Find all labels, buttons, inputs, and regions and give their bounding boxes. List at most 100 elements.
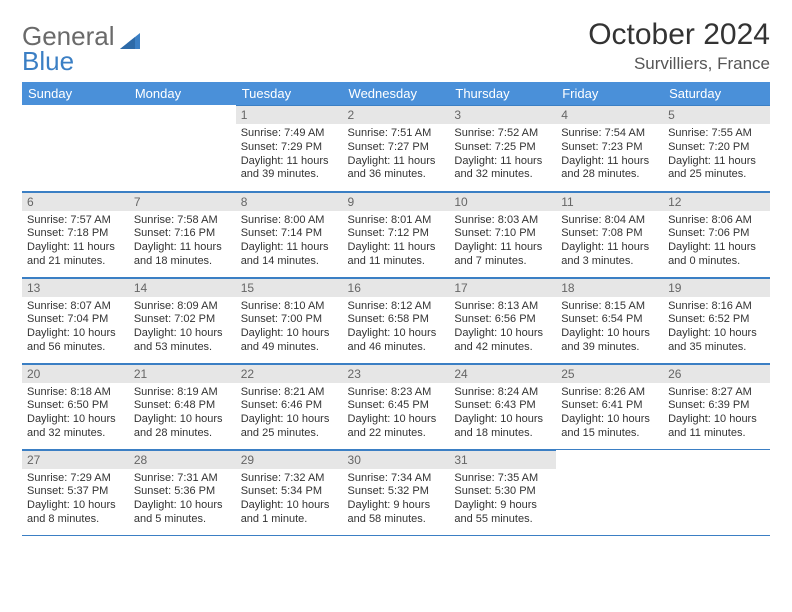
weekday-sunday: Sunday (22, 82, 129, 105)
day-number: 25 (556, 364, 663, 383)
sunset-line: Sunset: 7:29 PM (241, 141, 338, 155)
daylight-line: Daylight: 10 hours and 42 minutes. (454, 327, 551, 355)
sunrise-line: Sunrise: 8:26 AM (561, 386, 658, 400)
day-content: Sunrise: 8:04 AMSunset: 7:08 PMDaylight:… (556, 211, 663, 274)
sunrise-line: Sunrise: 7:57 AM (27, 214, 124, 228)
day-content: Sunrise: 8:00 AMSunset: 7:14 PMDaylight:… (236, 211, 343, 274)
day-content: Sunrise: 7:55 AMSunset: 7:20 PMDaylight:… (663, 124, 770, 187)
day-content: Sunrise: 8:18 AMSunset: 6:50 PMDaylight:… (22, 383, 129, 446)
day-content: Sunrise: 8:13 AMSunset: 6:56 PMDaylight:… (449, 297, 556, 360)
day-number: 5 (663, 105, 770, 124)
day-number: 11 (556, 192, 663, 211)
calendar-row: 6Sunrise: 7:57 AMSunset: 7:18 PMDaylight… (22, 191, 770, 277)
sunset-line: Sunset: 5:36 PM (134, 485, 231, 499)
day-number: 17 (449, 278, 556, 297)
sunset-line: Sunset: 6:56 PM (454, 313, 551, 327)
daylight-line: Daylight: 10 hours and 53 minutes. (134, 327, 231, 355)
day-number: 30 (343, 450, 450, 469)
day-cell-30: 30Sunrise: 7:34 AMSunset: 5:32 PMDayligh… (343, 449, 450, 535)
day-content: Sunrise: 8:16 AMSunset: 6:52 PMDaylight:… (663, 297, 770, 360)
day-cell-12: 12Sunrise: 8:06 AMSunset: 7:06 PMDayligh… (663, 191, 770, 277)
day-content: Sunrise: 8:24 AMSunset: 6:43 PMDaylight:… (449, 383, 556, 446)
sunrise-line: Sunrise: 8:12 AM (348, 300, 445, 314)
daylight-line: Daylight: 9 hours and 58 minutes. (348, 499, 445, 527)
sunrise-line: Sunrise: 7:54 AM (561, 127, 658, 141)
sunrise-line: Sunrise: 8:03 AM (454, 214, 551, 228)
day-cell-9: 9Sunrise: 8:01 AMSunset: 7:12 PMDaylight… (343, 191, 450, 277)
day-cell-5: 5Sunrise: 7:55 AMSunset: 7:20 PMDaylight… (663, 105, 770, 191)
daylight-line: Daylight: 11 hours and 18 minutes. (134, 241, 231, 269)
daylight-line: Daylight: 10 hours and 22 minutes. (348, 413, 445, 441)
day-cell-10: 10Sunrise: 8:03 AMSunset: 7:10 PMDayligh… (449, 191, 556, 277)
day-content: Sunrise: 8:26 AMSunset: 6:41 PMDaylight:… (556, 383, 663, 446)
day-cell-24: 24Sunrise: 8:24 AMSunset: 6:43 PMDayligh… (449, 363, 556, 449)
daylight-line: Daylight: 10 hours and 8 minutes. (27, 499, 124, 527)
sunrise-line: Sunrise: 7:35 AM (454, 472, 551, 486)
sunset-line: Sunset: 6:52 PM (668, 313, 765, 327)
day-number: 3 (449, 105, 556, 124)
day-content: Sunrise: 7:31 AMSunset: 5:36 PMDaylight:… (129, 469, 236, 532)
sunset-line: Sunset: 7:25 PM (454, 141, 551, 155)
sunset-line: Sunset: 5:32 PM (348, 485, 445, 499)
day-cell-6: 6Sunrise: 7:57 AMSunset: 7:18 PMDaylight… (22, 191, 129, 277)
day-number: 12 (663, 192, 770, 211)
day-cell-3: 3Sunrise: 7:52 AMSunset: 7:25 PMDaylight… (449, 105, 556, 191)
sunrise-line: Sunrise: 8:10 AM (241, 300, 338, 314)
day-cell-25: 25Sunrise: 8:26 AMSunset: 6:41 PMDayligh… (556, 363, 663, 449)
day-cell-1: 1Sunrise: 7:49 AMSunset: 7:29 PMDaylight… (236, 105, 343, 191)
day-number: 31 (449, 450, 556, 469)
day-cell-14: 14Sunrise: 8:09 AMSunset: 7:02 PMDayligh… (129, 277, 236, 363)
calendar-table: SundayMondayTuesdayWednesdayThursdayFrid… (22, 82, 770, 536)
day-number: 13 (22, 278, 129, 297)
day-cell-18: 18Sunrise: 8:15 AMSunset: 6:54 PMDayligh… (556, 277, 663, 363)
sunrise-line: Sunrise: 7:58 AM (134, 214, 231, 228)
location: Survilliers, France (588, 54, 770, 74)
day-number: 7 (129, 192, 236, 211)
sunset-line: Sunset: 6:58 PM (348, 313, 445, 327)
day-cell-23: 23Sunrise: 8:23 AMSunset: 6:45 PMDayligh… (343, 363, 450, 449)
day-content: Sunrise: 8:07 AMSunset: 7:04 PMDaylight:… (22, 297, 129, 360)
daylight-line: Daylight: 10 hours and 5 minutes. (134, 499, 231, 527)
day-cell-20: 20Sunrise: 8:18 AMSunset: 6:50 PMDayligh… (22, 363, 129, 449)
day-number: 19 (663, 278, 770, 297)
daylight-line: Daylight: 10 hours and 28 minutes. (134, 413, 231, 441)
weekday-header-row: SundayMondayTuesdayWednesdayThursdayFrid… (22, 82, 770, 105)
day-content: Sunrise: 7:58 AMSunset: 7:16 PMDaylight:… (129, 211, 236, 274)
weekday-tuesday: Tuesday (236, 82, 343, 105)
sunset-line: Sunset: 7:23 PM (561, 141, 658, 155)
day-number: 24 (449, 364, 556, 383)
calendar-row: 13Sunrise: 8:07 AMSunset: 7:04 PMDayligh… (22, 277, 770, 363)
sunset-line: Sunset: 5:37 PM (27, 485, 124, 499)
daylight-line: Daylight: 10 hours and 46 minutes. (348, 327, 445, 355)
day-content: Sunrise: 8:23 AMSunset: 6:45 PMDaylight:… (343, 383, 450, 446)
sunset-line: Sunset: 6:41 PM (561, 399, 658, 413)
day-content: Sunrise: 7:35 AMSunset: 5:30 PMDaylight:… (449, 469, 556, 532)
sunrise-line: Sunrise: 8:16 AM (668, 300, 765, 314)
sunset-line: Sunset: 7:18 PM (27, 227, 124, 241)
day-cell-19: 19Sunrise: 8:16 AMSunset: 6:52 PMDayligh… (663, 277, 770, 363)
sunset-line: Sunset: 6:54 PM (561, 313, 658, 327)
daylight-line: Daylight: 10 hours and 56 minutes. (27, 327, 124, 355)
day-number: 4 (556, 105, 663, 124)
sunrise-line: Sunrise: 7:51 AM (348, 127, 445, 141)
day-content: Sunrise: 8:10 AMSunset: 7:00 PMDaylight:… (236, 297, 343, 360)
daylight-line: Daylight: 11 hours and 32 minutes. (454, 155, 551, 183)
day-cell-26: 26Sunrise: 8:27 AMSunset: 6:39 PMDayligh… (663, 363, 770, 449)
logo-text-2: Blue (22, 46, 74, 76)
daylight-line: Daylight: 10 hours and 11 minutes. (668, 413, 765, 441)
sunset-line: Sunset: 7:06 PM (668, 227, 765, 241)
sunrise-line: Sunrise: 7:32 AM (241, 472, 338, 486)
day-cell-11: 11Sunrise: 8:04 AMSunset: 7:08 PMDayligh… (556, 191, 663, 277)
sunrise-line: Sunrise: 8:24 AM (454, 386, 551, 400)
sunrise-line: Sunrise: 8:13 AM (454, 300, 551, 314)
sunset-line: Sunset: 5:30 PM (454, 485, 551, 499)
day-number: 28 (129, 450, 236, 469)
sunset-line: Sunset: 7:10 PM (454, 227, 551, 241)
day-content: Sunrise: 8:27 AMSunset: 6:39 PMDaylight:… (663, 383, 770, 446)
calendar-row: 20Sunrise: 8:18 AMSunset: 6:50 PMDayligh… (22, 363, 770, 449)
day-number: 20 (22, 364, 129, 383)
day-number: 8 (236, 192, 343, 211)
daylight-line: Daylight: 10 hours and 25 minutes. (241, 413, 338, 441)
sunset-line: Sunset: 6:39 PM (668, 399, 765, 413)
day-number: 15 (236, 278, 343, 297)
